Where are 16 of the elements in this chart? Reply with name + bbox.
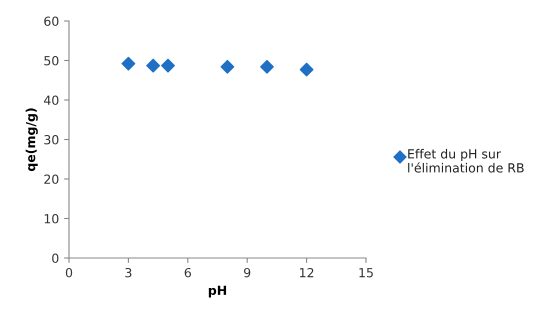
x-tick-label: 9 — [244, 268, 250, 278]
y-tick-label: 20 — [44, 174, 58, 184]
x-tick-label: 15 — [359, 268, 373, 278]
x-tick-label: 6 — [184, 268, 191, 278]
y-tick-label: 60 — [44, 16, 58, 26]
y-tick-label: 0 — [52, 253, 58, 263]
y-tick-label: 50 — [44, 56, 58, 66]
x-tick-label: 0 — [66, 268, 72, 278]
y-tick-label: 30 — [44, 134, 58, 144]
y-tick-label: 10 — [44, 214, 58, 224]
x-tick-label: 3 — [125, 268, 132, 278]
x-axis-title: pH — [208, 286, 226, 298]
y-tick-label: 40 — [44, 95, 58, 105]
legend-label: Effet du pH sur l'élimination de RB — [408, 148, 524, 173]
y-axis-title: qe(mg/g) — [26, 108, 38, 172]
x-tick-label: 12 — [300, 268, 314, 278]
